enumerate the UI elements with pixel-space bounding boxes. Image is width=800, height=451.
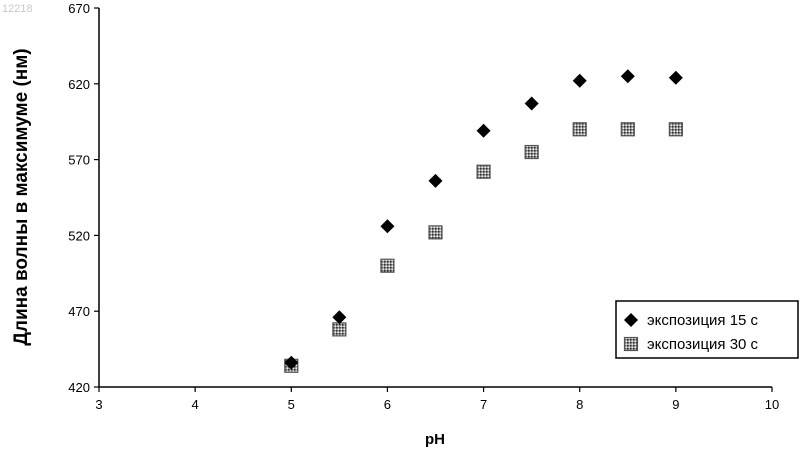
y-tick-label: 520	[68, 228, 90, 243]
x-axis-title: pH	[425, 431, 445, 448]
y-tick-label: 620	[68, 77, 90, 92]
point-series-30s	[669, 123, 682, 136]
y-tick-label: 670	[68, 1, 90, 16]
point-series-15s	[332, 310, 346, 324]
x-tick-label: 7	[480, 397, 487, 412]
watermark-text: 12218	[2, 3, 33, 15]
point-series-15s	[669, 71, 683, 85]
y-axis-ticks: 420 470 520 570 620 670	[68, 1, 99, 395]
legend-label: экспозиция 15 с	[647, 312, 759, 329]
x-tick-label: 6	[384, 397, 391, 412]
y-tick-label: 470	[68, 304, 90, 319]
legend: экспозиция 15 с экспозиция 30 с	[616, 301, 798, 358]
point-series-15s	[429, 174, 443, 188]
point-series-30s	[429, 226, 442, 239]
point-series-15s	[380, 219, 394, 233]
y-axis-title: Длина волны в максимуме (нм)	[11, 48, 32, 345]
x-tick-label: 3	[95, 397, 102, 412]
point-series-30s	[621, 123, 634, 136]
point-series-15s	[573, 74, 587, 88]
point-series-15s	[525, 97, 539, 111]
point-series-30s	[573, 123, 586, 136]
x-tick-label: 9	[672, 397, 679, 412]
y-tick-label: 420	[68, 380, 90, 395]
point-series-30s	[381, 259, 394, 272]
x-tick-label: 5	[288, 397, 295, 412]
point-series-30s	[525, 146, 538, 159]
legend-label: экспозиция 30 с	[647, 336, 759, 353]
x-tick-label: 10	[765, 397, 779, 412]
x-axis-ticks: 3 4 5 6 7 8 9 10	[95, 387, 779, 412]
legend-marker-30s	[625, 338, 638, 351]
x-tick-label: 8	[576, 397, 583, 412]
point-series-30s	[333, 323, 346, 336]
x-tick-label: 4	[192, 397, 199, 412]
point-series-15s	[621, 69, 635, 83]
y-tick-label: 570	[68, 153, 90, 168]
point-series-30s	[477, 165, 490, 178]
point-series-15s	[477, 124, 491, 138]
